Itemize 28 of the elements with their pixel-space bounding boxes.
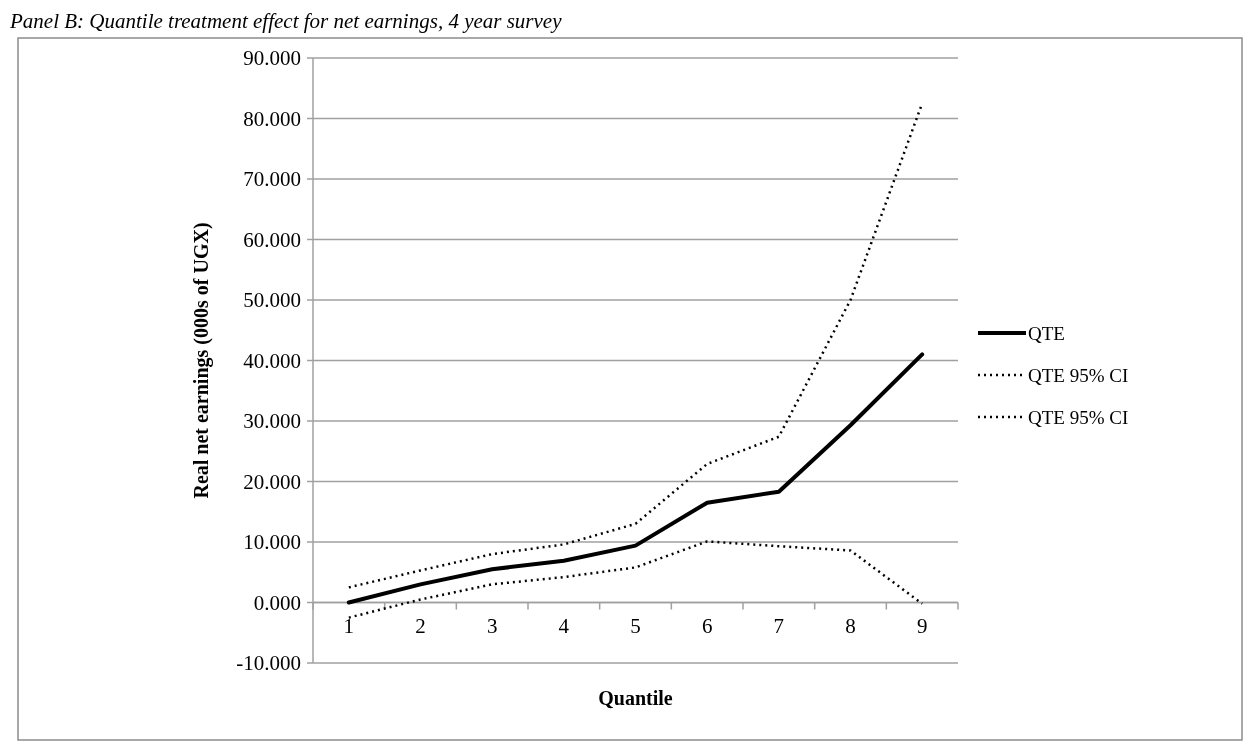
chart-title: Panel B: Quantile treatment effect for net earnings, 4 year survey <box>9 9 563 33</box>
x-tick-label: 5 <box>630 613 641 638</box>
x-axis-title: Quantile <box>598 687 673 709</box>
legend-label: QTE 95% CI <box>1028 406 1129 428</box>
y-tick-label: 30.000 <box>243 409 301 434</box>
y-tick-label: 50.000 <box>243 288 301 313</box>
y-tick-label: 80.000 <box>243 106 301 131</box>
x-tick-label: 4 <box>558 613 570 638</box>
y-tick-label: 10.000 <box>243 530 301 555</box>
x-tick-label: 9 <box>916 613 928 638</box>
x-tick-label: 2 <box>415 613 426 638</box>
line-series <box>347 540 924 619</box>
x-tick-label: 7 <box>773 613 785 638</box>
y-axis-title: Real net earnings (000s of UGX) <box>190 222 213 499</box>
x-tick-label: 8 <box>845 613 856 638</box>
legend-label: QTE 95% CI <box>1028 364 1129 386</box>
y-tick-label: 0.000 <box>253 590 301 615</box>
y-tick-label: 20.000 <box>243 469 301 494</box>
y-tick-label: -10.000 <box>236 651 301 676</box>
line-series <box>346 352 925 605</box>
y-tick-label: 70.000 <box>243 167 301 192</box>
x-tick-label: 3 <box>486 613 498 638</box>
x-tick-label: 6 <box>701 613 713 638</box>
x-tick-label: 1 <box>343 613 355 638</box>
legend-label: QTE <box>1028 322 1065 344</box>
y-tick-label: 90.000 <box>243 46 301 71</box>
y-tick-label: 40.000 <box>243 348 301 373</box>
y-tick-label: 60.000 <box>243 227 301 252</box>
